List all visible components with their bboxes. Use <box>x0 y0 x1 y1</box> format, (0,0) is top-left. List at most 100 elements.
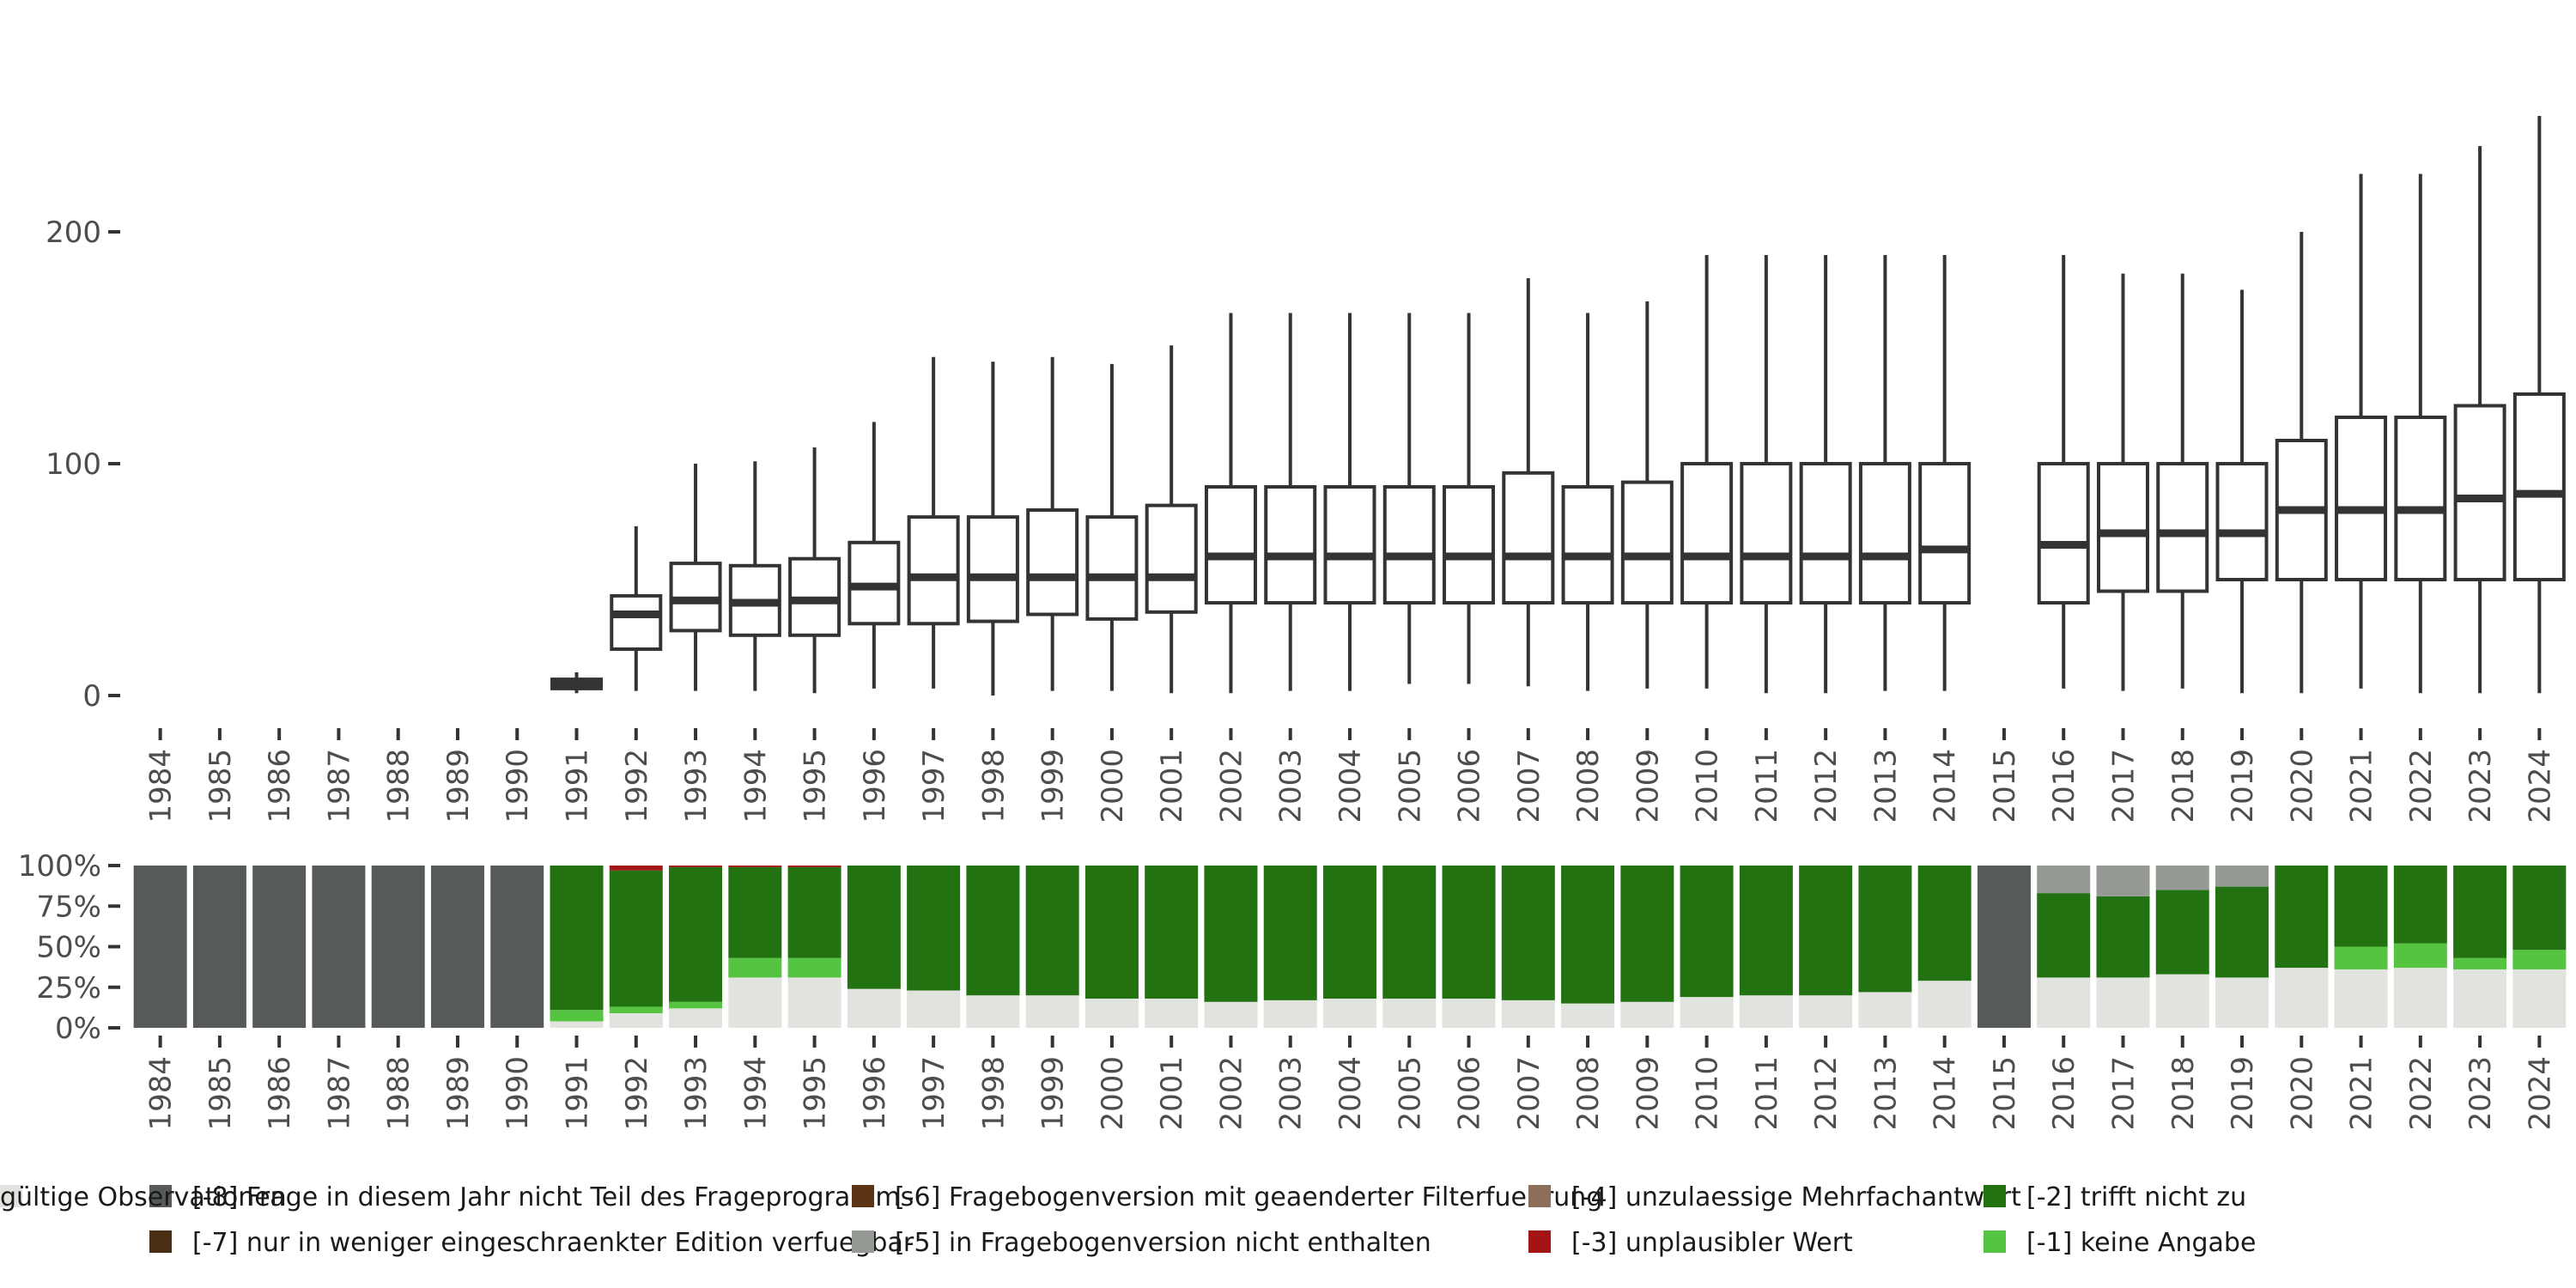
box-2022 <box>2394 173 2447 694</box>
legend-item: [-5] in Fragebogenversion nicht enthalte… <box>852 1228 1431 1258</box>
bar-segment <box>2512 950 2567 969</box>
box-iqr <box>2512 392 2566 581</box>
box-2023 <box>2453 146 2506 694</box>
box-1997 <box>907 356 960 689</box>
stacked-bar-2022 <box>2393 866 2447 1028</box>
bar-segment <box>2155 866 2209 890</box>
x-tick-label: 1986 <box>263 749 297 823</box>
box-iqr <box>2215 462 2269 581</box>
x-tick-label: 2013 <box>1868 749 1903 823</box>
bar-segment <box>1799 995 1853 1028</box>
x-tick-label: 1984 <box>144 1056 179 1131</box>
x-tick-label: 2023 <box>2464 749 2498 823</box>
legend-item: [-4] unzulaessige Mehrfachantwort <box>1528 1182 2021 1212</box>
stacked-bar-2007 <box>1501 866 1555 1028</box>
box-1999 <box>1026 356 1079 691</box>
x-tick-label: 2024 <box>2523 749 2557 823</box>
bar-segment <box>312 866 366 1028</box>
bar-segment <box>1025 995 1079 1028</box>
y-tick-label: 25% <box>36 971 101 1005</box>
bar-segment <box>609 866 663 871</box>
x-tick-label: 2017 <box>2106 749 2141 823</box>
bar-segment <box>669 866 723 867</box>
bar-segment <box>1382 998 1437 1028</box>
x-tick-label: 1991 <box>561 1056 595 1131</box>
bar-segment <box>847 988 901 1028</box>
x-tick-label: 1997 <box>917 1056 951 1131</box>
box-2001 <box>1145 345 1198 694</box>
x-tick-label: 2015 <box>1988 749 2022 823</box>
x-tick-label: 2006 <box>1453 749 1487 823</box>
stacked-bar-1988 <box>371 866 425 1028</box>
x-tick-label: 2007 <box>1512 1056 1546 1131</box>
x-tick-label: 1985 <box>204 749 238 823</box>
bar-segment <box>2215 866 2269 887</box>
legend-label: [-4] unzulaessige Mehrfachantwort <box>1571 1182 2021 1212</box>
stacked-bar-1992 <box>609 866 663 1028</box>
x-tick-label: 2002 <box>1214 749 1249 823</box>
box-2013 <box>1858 255 1911 691</box>
box-iqr <box>2394 416 2447 581</box>
bar-segment <box>371 866 425 1028</box>
x-tick-label: 1984 <box>144 749 179 823</box>
x-tick-label: 2000 <box>1096 749 1130 823</box>
legend-label: [-7] nur in weniger eingeschraenkter Edi… <box>192 1228 914 1258</box>
x-tick-label: 2023 <box>2464 1056 2498 1131</box>
x-tick-label: 1997 <box>917 749 951 823</box>
bar-segment <box>1680 997 1734 1028</box>
x-tick-label: 1993 <box>679 1056 714 1131</box>
bar-segment <box>1917 981 1971 1028</box>
x-tick-label: 1995 <box>799 1056 833 1131</box>
x-tick-label: 2004 <box>1334 1056 1368 1131</box>
x-tick-label: 2021 <box>2345 749 2379 823</box>
bar-segment <box>2334 946 2388 969</box>
bar-segment <box>669 866 723 1002</box>
stacked-bar-2009 <box>1620 866 1674 1028</box>
box-iqr <box>1502 471 1555 605</box>
legend-swatch <box>149 1185 172 1207</box>
bar-segment <box>2393 968 2447 1028</box>
x-tick-label: 1999 <box>1036 1056 1071 1131</box>
legend-swatch <box>1528 1185 1551 1207</box>
legend-label: [-3] unplausibler Wert <box>1571 1228 1853 1258</box>
x-tick-label: 2005 <box>1393 1056 1427 1131</box>
box-1998 <box>966 361 1019 696</box>
x-tick-label: 1996 <box>858 749 892 823</box>
bar-segment <box>728 866 782 867</box>
bar-segment <box>907 990 961 1028</box>
box-iqr <box>1799 462 1852 605</box>
bar-segment <box>2215 886 2269 978</box>
stacked-bar-2011 <box>1739 866 1793 1028</box>
stacked-bar-1998 <box>966 866 1020 1028</box>
bar-segment <box>1263 999 1317 1028</box>
x-tick-label: 2019 <box>2226 1056 2260 1131</box>
bar-segment <box>490 866 544 1028</box>
bar-segment <box>787 957 841 978</box>
x-tick-label: 1991 <box>561 749 595 823</box>
x-tick-label: 1998 <box>976 1056 1011 1131</box>
bar-segment <box>609 870 663 1007</box>
stacked-bar-1999 <box>1025 866 1079 1028</box>
bar-segment <box>1799 866 1853 996</box>
legend-item: [-7] nur in weniger eingeschraenkter Edi… <box>149 1228 914 1258</box>
box-iqr <box>1443 485 1496 605</box>
y-tick-label: 0% <box>55 1012 101 1046</box>
box-iqr <box>2156 462 2209 593</box>
box-2016 <box>2037 255 2090 689</box>
box-iqr <box>610 593 663 652</box>
x-tick-label: 1986 <box>263 1056 297 1131</box>
bar-segment <box>787 866 841 867</box>
stacked-bar-2008 <box>1561 866 1615 1028</box>
bar-segment <box>2453 866 2507 958</box>
legend-swatch <box>1984 1230 2006 1253</box>
bar-segment <box>2155 890 2209 975</box>
bar-segment <box>1263 866 1317 1000</box>
x-tick-label: 1995 <box>799 749 833 823</box>
x-tick-label: 1989 <box>441 749 476 823</box>
stacked-bar-1996 <box>847 866 901 1028</box>
x-tick-label: 2022 <box>2404 749 2439 823</box>
box-iqr <box>1561 485 1614 605</box>
bar-segment <box>669 1008 723 1028</box>
y-tick-label: 100% <box>18 849 101 884</box>
x-tick-label: 2010 <box>1691 1056 1725 1131</box>
